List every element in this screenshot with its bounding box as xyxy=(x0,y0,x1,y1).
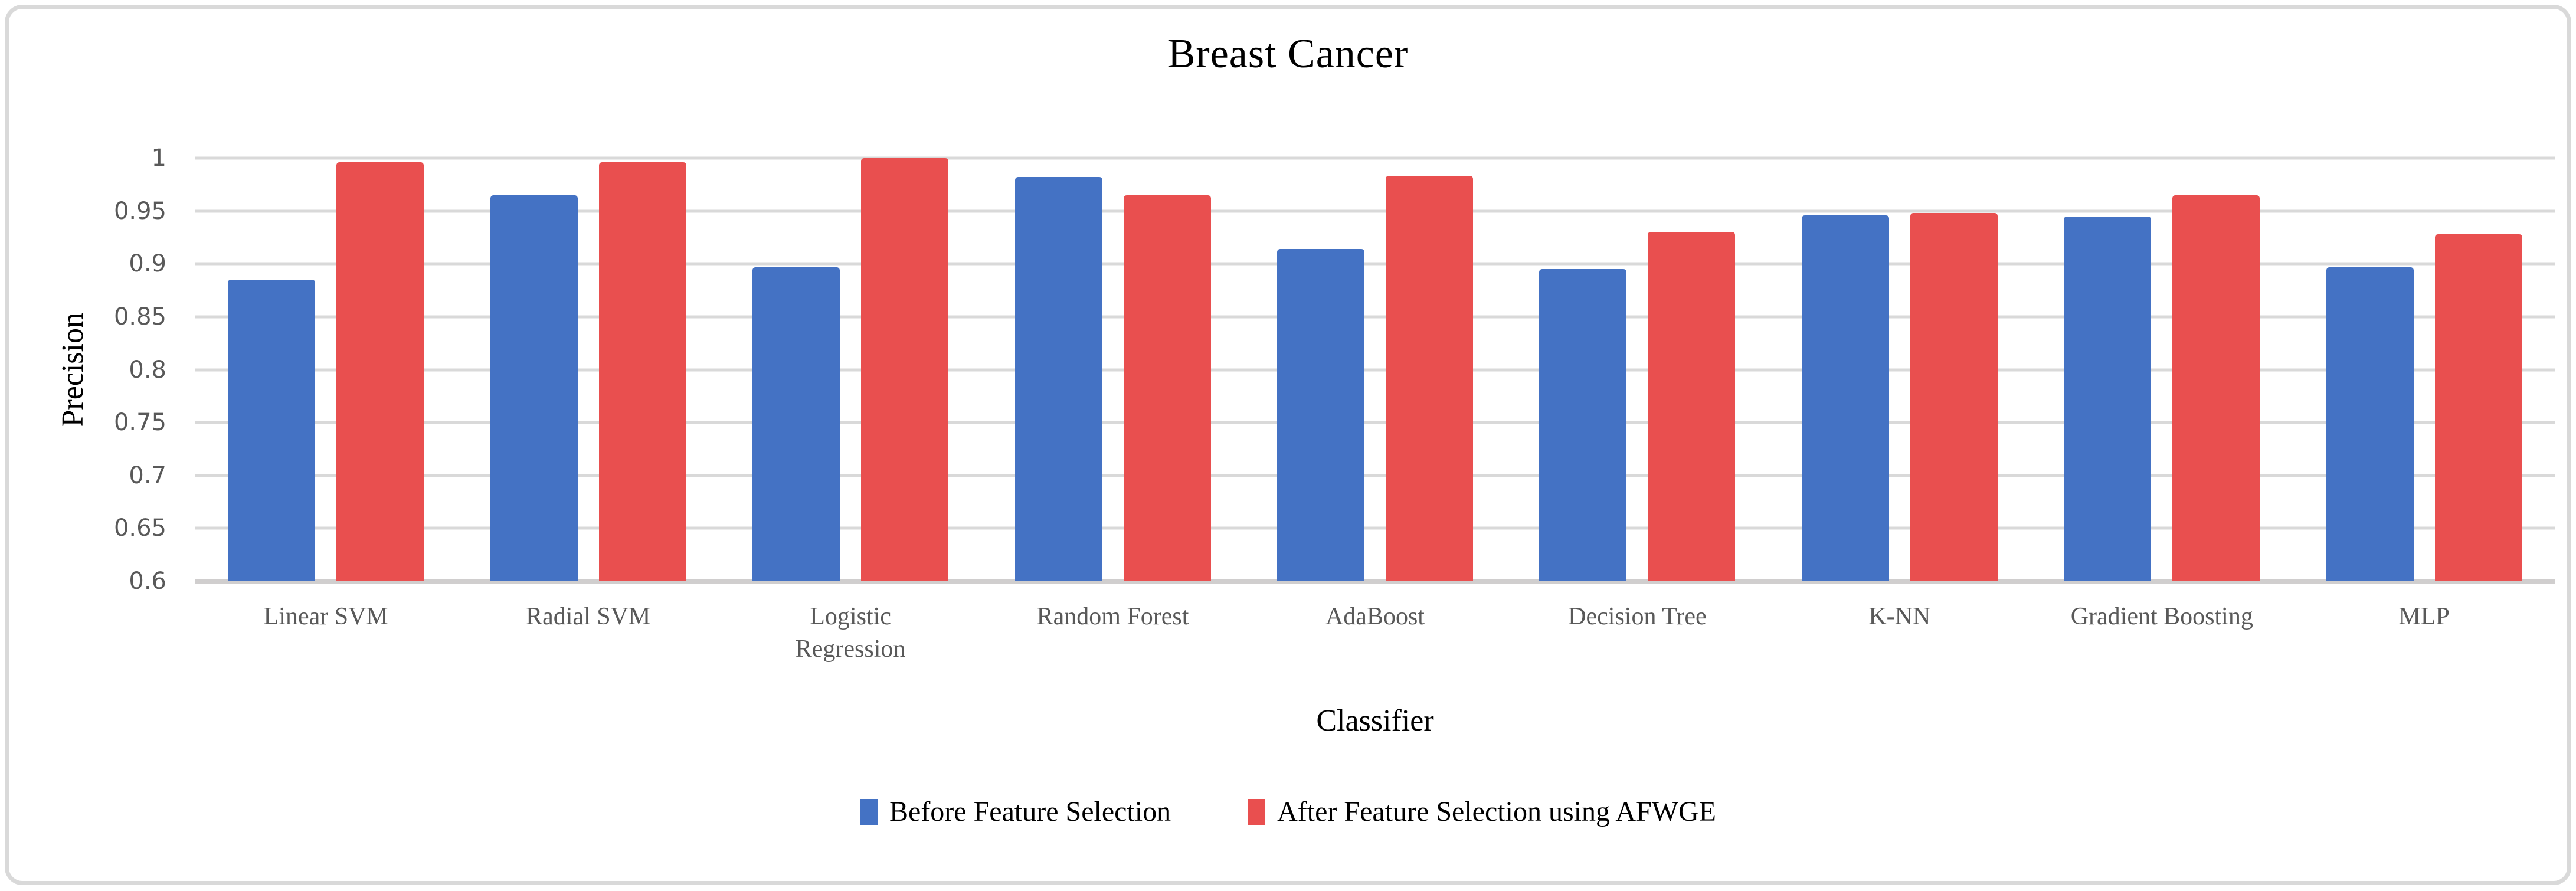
bar xyxy=(752,267,840,581)
y-tick-label: 0.75 xyxy=(113,409,166,437)
bars-layer xyxy=(195,158,2555,581)
bar xyxy=(1801,215,1889,581)
bar-group xyxy=(981,158,1243,581)
category-label: Linear SVM xyxy=(263,603,388,630)
bar xyxy=(1014,177,1102,581)
bar xyxy=(1539,269,1627,581)
bar xyxy=(2064,216,2152,581)
gridline xyxy=(195,474,2555,477)
gridline xyxy=(195,156,2555,160)
y-tick-label: 0.65 xyxy=(113,515,166,542)
legend-swatch-icon xyxy=(1248,798,1266,825)
legend-item: After Feature Selection using AFWGE xyxy=(1248,795,1716,828)
bar-group xyxy=(1506,158,1768,581)
legend-label: Before Feature Selection xyxy=(889,796,1171,827)
category-label: Decision Tree xyxy=(1568,603,1707,630)
gridline xyxy=(195,315,2555,319)
legend-item: Before Feature Selection xyxy=(860,795,1171,828)
legend-swatch-icon xyxy=(860,798,878,825)
x-axis-category-labels: Linear SVM Radial SVM Logistic Regression R… xyxy=(195,601,2555,665)
bar-group xyxy=(2293,158,2555,581)
category-label: AdaBoost xyxy=(1325,603,1425,630)
bar xyxy=(1648,232,1736,581)
bar xyxy=(1910,213,1998,581)
y-tick-label: 0.6 xyxy=(129,568,166,595)
y-tick-label: 0.8 xyxy=(129,356,166,384)
bar xyxy=(861,158,949,581)
category-cell: Decision Tree xyxy=(1506,601,1768,665)
bar xyxy=(2434,234,2522,581)
bar-group xyxy=(457,158,719,581)
category-label: MLP xyxy=(2398,603,2450,630)
x-axis-title: Classifier xyxy=(1316,704,1434,738)
bar-group xyxy=(1244,158,1506,581)
category-label: K-NN xyxy=(1868,603,1931,630)
gridline xyxy=(195,209,2555,213)
y-tick-label: 1 xyxy=(151,145,166,172)
category-cell: MLP xyxy=(2293,601,2555,665)
y-tick-label: 0.85 xyxy=(113,303,166,330)
gridline xyxy=(195,368,2555,371)
bar xyxy=(2326,267,2414,581)
category-label: Random Forest xyxy=(1036,603,1189,630)
chart-title: Breast Cancer xyxy=(1167,31,1409,77)
legend: Before Feature Selection After Feature Se… xyxy=(0,795,2576,828)
legend-label: After Feature Selection using AFWGE xyxy=(1277,796,1716,827)
category-label: Radial SVM xyxy=(526,603,651,630)
bar xyxy=(1385,176,1473,581)
gridline xyxy=(195,262,2555,266)
bar xyxy=(2172,195,2260,581)
gridline xyxy=(195,526,2555,530)
bar-group xyxy=(719,158,981,581)
category-cell: Linear SVM xyxy=(195,601,457,665)
y-tick-label: 0.7 xyxy=(129,461,166,489)
bar xyxy=(228,280,316,581)
bar-group xyxy=(2031,158,2293,581)
y-tick-label: 0.95 xyxy=(113,197,166,225)
bar-group xyxy=(1769,158,2031,581)
category-cell: Gradient Boosting xyxy=(2031,601,2293,665)
bar xyxy=(336,162,424,581)
category-label: Gradient Boosting xyxy=(2070,603,2253,630)
bar xyxy=(490,195,578,581)
y-tick-label: 0.9 xyxy=(129,250,166,278)
plot-area xyxy=(195,156,2555,584)
category-cell: K-NN xyxy=(1769,601,2031,665)
bar xyxy=(1123,195,1211,581)
gridline xyxy=(195,421,2555,424)
bar-group xyxy=(195,158,457,581)
category-cell: AdaBoost xyxy=(1244,601,1506,665)
gridline xyxy=(195,579,2555,584)
category-cell: Logistic Regression xyxy=(719,601,981,665)
bar xyxy=(1276,249,1364,581)
y-axis-tick-labels: 1 0.95 0.9 0.85 0.8 0.75 0.7 0.65 0.6 xyxy=(0,145,166,595)
category-label: Logistic Regression xyxy=(795,603,906,663)
category-cell: Radial SVM xyxy=(457,601,719,665)
bar xyxy=(598,162,686,581)
category-cell: Random Forest xyxy=(981,601,1243,665)
